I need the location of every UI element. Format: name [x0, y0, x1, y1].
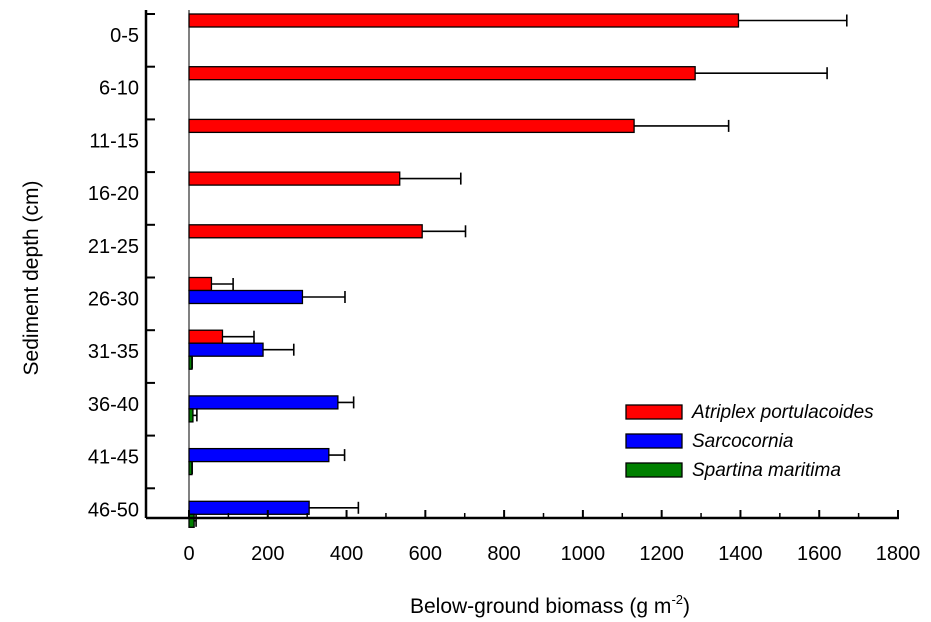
x-tick-label: 200	[251, 543, 284, 565]
x-tick-label: 1800	[876, 543, 921, 565]
y-tick-label: 31-35	[88, 341, 139, 363]
y-tick-label: 46-50	[88, 499, 139, 521]
legend-swatch	[625, 433, 683, 449]
bar	[188, 329, 224, 344]
error-bars-layer	[191, 14, 848, 527]
y-axis-title: Sediment depth (cm)	[20, 181, 43, 376]
y-tick-label: 16-20	[88, 183, 139, 205]
legend-swatch	[625, 462, 683, 478]
bar	[188, 447, 330, 463]
y-tick-label: 0-5	[110, 25, 139, 47]
bar	[188, 276, 213, 292]
bar	[188, 118, 635, 134]
x-tick-label: 400	[330, 543, 363, 565]
bar	[188, 500, 310, 515]
bars-layer	[188, 13, 740, 528]
x-tick-label: 800	[487, 543, 520, 565]
x-tick-label: 600	[409, 543, 442, 565]
bar	[188, 224, 423, 239]
x-tick-label: 1400	[718, 543, 763, 565]
x-axis-title-main: Below-ground biomass (g m	[410, 595, 671, 618]
bar	[188, 408, 194, 423]
bar	[188, 395, 339, 410]
y-tick-label: 6-10	[99, 78, 139, 100]
y-tick-label: 11-15	[89, 130, 139, 152]
y-axis: 0-5 6-10 11-15 16-20 21-25 26-30 31-35 36-40 41-…	[88, 10, 155, 521]
bar	[188, 289, 304, 305]
bar	[188, 13, 740, 28]
y-tick-label: 41-45	[88, 447, 139, 469]
x-tick-label: 1200	[639, 543, 684, 565]
legend-label: Atriplex portulacoides	[691, 402, 874, 423]
x-axis-title-superscript: -2	[671, 592, 683, 607]
legend: Atriplex portulacoides Sarcocornia Spartin…	[625, 402, 874, 481]
x-axis-title: Below-ground biomass (g m-2)	[410, 592, 690, 618]
legend-label: Spartina maritima	[692, 460, 841, 481]
bar	[188, 342, 264, 357]
legend-label: Sarcocornia	[692, 431, 793, 452]
x-axis-title-end: )	[683, 595, 690, 618]
bar	[188, 66, 696, 81]
x-tick-label: 1000	[561, 543, 606, 565]
bar	[188, 171, 401, 186]
x-tick-label: 1600	[797, 543, 842, 565]
x-tick-label: 0	[183, 543, 194, 565]
y-tick-label: 21-25	[88, 236, 139, 258]
x-axis: 0 200 400 600 800 1000 1200 1400 1600 1800	[146, 510, 920, 565]
y-tick-label: 26-30	[88, 289, 139, 311]
y-tick-label: 36-40	[88, 394, 139, 416]
legend-swatch	[625, 404, 683, 420]
